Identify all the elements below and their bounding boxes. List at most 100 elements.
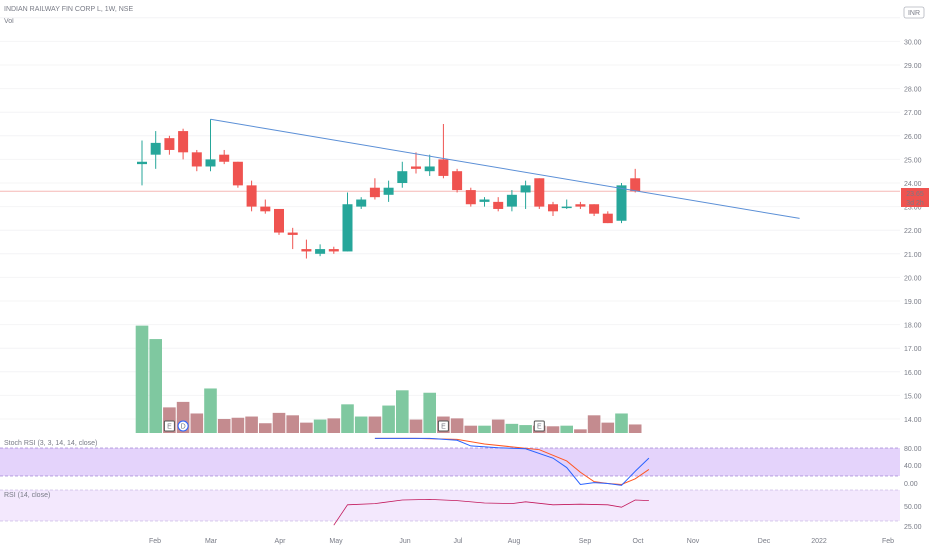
price-axis-tick: 23.00	[904, 205, 922, 212]
price-axis-tick: 14.00	[904, 417, 922, 424]
volume-bar	[587, 415, 601, 433]
candle-body	[287, 232, 298, 235]
candle-body	[205, 159, 216, 167]
price-axis-tick: 15.00	[904, 393, 922, 400]
time-axis-tick: Jun	[399, 538, 410, 545]
time-axis-tick: Feb	[882, 538, 894, 545]
bar-countdown: 3d 2h	[906, 200, 924, 207]
candle-body	[411, 166, 421, 169]
volume-bar	[149, 339, 162, 433]
earnings-marker	[163, 420, 175, 432]
candle-body	[630, 178, 641, 192]
currency-badge-text: INR	[908, 10, 920, 17]
candle-body	[328, 249, 339, 252]
volume-bar	[217, 418, 231, 433]
volume-bar	[341, 404, 354, 433]
volume-bar	[313, 419, 327, 433]
time-axis-tick: 2022	[811, 538, 827, 545]
candle-body	[150, 142, 161, 155]
time-axis-tick: Oct	[633, 538, 644, 545]
chart-symbol-title: INDIAN RAILWAY FIN CORP L, 1W, NSE	[4, 6, 134, 13]
volume-bar	[135, 325, 149, 433]
last-price-badge	[901, 188, 929, 198]
volume-label: Vol	[4, 18, 14, 25]
volume-bar	[354, 416, 368, 433]
price-axis-tick: 17.00	[904, 346, 922, 353]
volume-bar	[409, 419, 423, 433]
rsi-band	[0, 490, 900, 521]
volume-bar	[272, 412, 286, 433]
volume-bar	[327, 418, 341, 433]
volume-bar	[478, 425, 491, 433]
stoch-k-line	[374, 437, 650, 486]
candle-body	[260, 206, 271, 212]
candle-body	[452, 171, 463, 191]
candle-body	[301, 249, 312, 252]
volume-bar	[423, 392, 436, 433]
earnings-marker-label: E	[167, 424, 172, 431]
rsi-label: RSI (14, close)	[4, 492, 50, 499]
stoch-rsi-label: Stoch RSI (3, 3, 14, 14, close)	[4, 440, 97, 447]
volume-bar	[231, 417, 245, 433]
candle-body	[232, 161, 243, 186]
volume-bar	[286, 415, 299, 433]
volume-bar	[245, 416, 258, 433]
rsi-line	[333, 498, 649, 526]
time-axis-tick: May	[329, 538, 343, 545]
volume-bar	[464, 425, 478, 433]
price-axis-tick: 28.00	[904, 87, 922, 94]
volume-bar	[628, 424, 642, 433]
candle-body	[589, 204, 600, 214]
candle-body	[575, 204, 586, 207]
volume-bar	[190, 413, 204, 433]
candle-body	[191, 152, 202, 167]
currency-badge	[903, 6, 925, 19]
price-axis-tick: 29.00	[904, 63, 922, 70]
price-axis-tick: 27.00	[904, 110, 922, 117]
time-axis-tick: Sep	[579, 538, 592, 545]
volume-bar	[204, 388, 217, 433]
volume-bar	[546, 426, 560, 433]
dividend-marker	[177, 420, 189, 432]
stoch-axis-tick: 0.00	[904, 481, 918, 488]
candle-body	[548, 204, 558, 212]
volume-bar	[505, 423, 519, 433]
candle-body	[438, 159, 449, 176]
price-axis-tick: 22.00	[904, 228, 922, 235]
volume-bar	[368, 416, 382, 433]
volume-bar	[560, 425, 573, 433]
earnings-marker-label: E	[537, 424, 542, 431]
dividend-marker-label: D	[181, 424, 186, 431]
candle-body	[520, 185, 531, 193]
candle-body	[178, 131, 189, 153]
time-axis-tick: Jul	[454, 538, 463, 545]
stoch-axis-tick: 40.00	[904, 463, 922, 470]
candle-body	[602, 213, 613, 224]
earnings-marker	[533, 420, 545, 432]
price-axis-tick: 18.00	[904, 323, 922, 330]
volume-bar	[300, 422, 313, 433]
candle-body	[534, 178, 545, 207]
volume-bar	[491, 419, 505, 433]
candle-body	[465, 190, 476, 205]
stoch-axis-tick: 80.00	[904, 446, 922, 453]
price-axis-tick: 20.00	[904, 275, 922, 282]
trendline	[210, 118, 800, 219]
candle-body	[219, 154, 230, 162]
candle-body	[383, 187, 394, 195]
volume-bar	[615, 413, 628, 433]
candle-body	[397, 171, 408, 183]
volume-bar	[259, 423, 272, 433]
time-axis-tick: Dec	[758, 538, 771, 545]
stoch-rsi-band	[0, 448, 900, 476]
candle-body	[493, 201, 504, 209]
candle-body	[274, 208, 284, 233]
time-axis-tick: Mar	[205, 538, 218, 545]
price-axis-tick: 26.00	[904, 134, 922, 141]
last-price-value: 23.65	[906, 191, 924, 198]
stoch-d-line	[374, 437, 650, 485]
time-axis-tick: Aug	[508, 538, 521, 545]
candle-body	[342, 204, 353, 252]
candle-body	[315, 249, 326, 254]
